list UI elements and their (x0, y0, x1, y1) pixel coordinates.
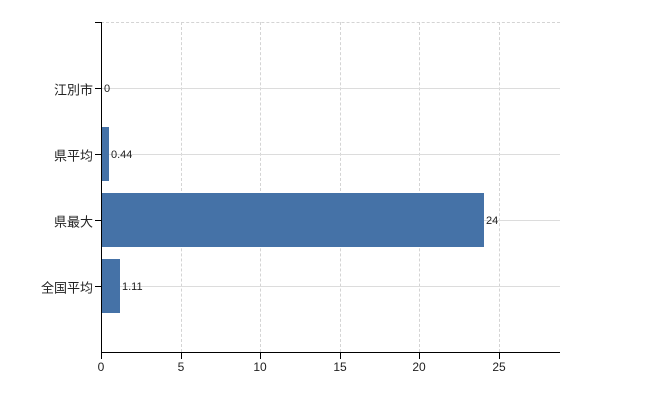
x-axis-line (101, 352, 560, 353)
vertical-gridline (499, 22, 500, 352)
horizontal-gridline (101, 286, 560, 287)
y-axis-tick (95, 220, 101, 221)
value-label: 24 (486, 215, 499, 227)
horizontal-gridline (101, 88, 560, 89)
value-label: 1.11 (122, 281, 143, 293)
y-axis-line (101, 22, 102, 353)
bar (102, 259, 120, 313)
vertical-gridline (260, 22, 261, 352)
bar (102, 193, 484, 247)
y-axis-tick (95, 286, 101, 287)
x-axis-tick (499, 353, 500, 359)
x-axis-tick (419, 353, 420, 359)
value-label: 0.44 (111, 149, 133, 161)
vertical-gridline (340, 22, 341, 352)
x-tick-label: 20 (412, 360, 426, 374)
horizontal-gridline (101, 154, 560, 155)
bar (102, 127, 109, 181)
category-label: 県平均 (53, 148, 93, 164)
x-axis-tick (260, 353, 261, 359)
x-tick-label: 15 (333, 360, 347, 374)
value-label: 0 (104, 83, 111, 95)
vertical-gridline (419, 22, 420, 352)
x-axis-tick (101, 353, 102, 359)
x-axis-tick (340, 353, 341, 359)
category-label: 江別市 (53, 82, 93, 98)
x-tick-label: 5 (177, 360, 185, 374)
x-tick-label: 0 (97, 360, 105, 374)
x-tick-label: 25 (492, 360, 506, 374)
category-label: 全国平均 (40, 280, 93, 296)
category-label: 県最大 (53, 214, 93, 230)
y-axis-top-tick (95, 22, 101, 23)
plot-top-border (101, 22, 560, 23)
x-axis-tick (181, 353, 182, 359)
y-axis-tick (95, 88, 101, 89)
y-axis-tick (95, 154, 101, 155)
x-tick-label: 10 (253, 360, 267, 374)
vertical-gridline (181, 22, 182, 352)
